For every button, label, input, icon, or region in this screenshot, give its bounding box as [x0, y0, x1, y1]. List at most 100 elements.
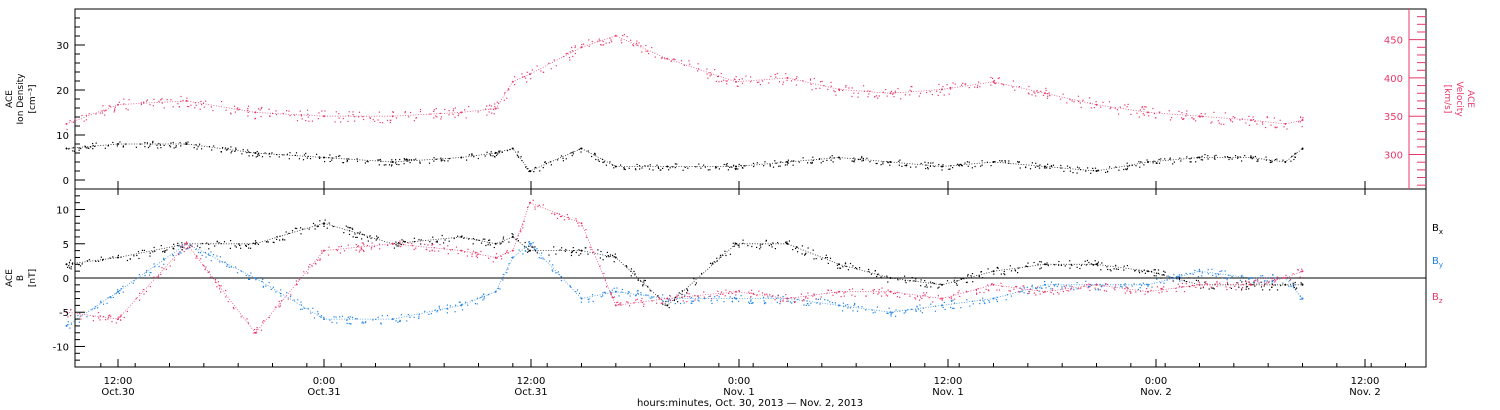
velocity-point — [161, 98, 163, 100]
bx-point — [536, 252, 538, 254]
bx-point — [751, 245, 753, 248]
velocity-point — [389, 121, 391, 124]
velocity-point — [785, 73, 787, 75]
bz-point — [153, 276, 155, 278]
velocity-point — [161, 102, 163, 104]
velocity-point — [853, 92, 855, 94]
velocity-point — [1145, 106, 1147, 108]
ion-density-point — [338, 155, 340, 157]
bx-point — [352, 228, 354, 230]
bx-point — [149, 255, 151, 257]
bz-point — [281, 300, 283, 302]
ion-density-point — [90, 146, 92, 148]
bottom-left-tick-label: 10 — [56, 206, 69, 217]
by-point — [649, 297, 651, 299]
bx-point — [1115, 264, 1117, 266]
by-point — [1139, 283, 1141, 285]
by-point — [691, 300, 693, 302]
bz-point — [220, 285, 222, 287]
by-point — [438, 307, 440, 309]
velocity-point — [909, 89, 911, 91]
by-point — [187, 248, 189, 250]
bx-point — [600, 250, 602, 253]
by-point — [971, 300, 974, 302]
bz-point — [296, 284, 298, 286]
velocity-point — [683, 64, 685, 66]
bz-point — [240, 316, 242, 318]
by-point — [1023, 292, 1025, 294]
bx-point — [316, 226, 318, 228]
velocity-point — [553, 59, 555, 61]
bx-point — [70, 266, 72, 268]
velocity-point — [1261, 121, 1263, 123]
by-point — [662, 294, 664, 296]
velocity-point — [296, 120, 299, 122]
bx-point — [647, 285, 649, 288]
bottom-left-axis-label-2: B — [16, 275, 26, 281]
by-point — [1041, 287, 1043, 289]
ion-density-point — [960, 163, 962, 166]
by-point — [201, 254, 203, 256]
by-point — [533, 248, 535, 250]
ion-density-point — [898, 160, 900, 162]
bx-point — [825, 254, 827, 256]
ion-density-point — [812, 159, 814, 161]
bz-point — [208, 271, 210, 273]
bx-point — [1107, 268, 1109, 271]
ion-density-point — [858, 158, 860, 161]
velocity-point — [1217, 120, 1219, 122]
ion-density-point — [780, 161, 782, 163]
bx-point — [239, 244, 241, 246]
bx-point — [395, 241, 397, 243]
bx-point — [100, 256, 102, 258]
bx-point — [785, 241, 787, 243]
x-tick-time: 12:00 — [934, 376, 963, 387]
bz-point — [893, 293, 895, 295]
bz-point — [918, 299, 921, 301]
by-point — [1055, 283, 1057, 285]
bz-point — [777, 294, 779, 296]
by-point — [77, 314, 79, 317]
bz-point — [115, 322, 117, 324]
bz-point — [290, 294, 292, 296]
ion-density-point — [1087, 167, 1089, 169]
by-point — [483, 296, 485, 298]
bz-point — [79, 312, 81, 314]
by-point — [704, 298, 706, 300]
bx-point — [1080, 264, 1083, 266]
velocity-point — [1049, 95, 1051, 97]
bz-point — [939, 298, 941, 300]
bz-point — [279, 305, 281, 307]
velocity-point — [943, 94, 945, 96]
ion-density-point — [1226, 156, 1229, 158]
velocity-point — [254, 118, 256, 120]
by-point — [106, 302, 108, 304]
bx-datum — [889, 277, 892, 279]
velocity-datum — [941, 88, 943, 91]
by-point — [361, 322, 363, 324]
bz-point — [387, 244, 389, 246]
ion-density-point — [257, 153, 259, 155]
bz-point — [703, 296, 705, 298]
bz-point — [716, 294, 718, 297]
velocity-point — [275, 114, 278, 116]
velocity-point — [782, 83, 784, 85]
bx-point — [355, 236, 357, 238]
bx-point — [1236, 282, 1238, 284]
velocity-point — [514, 76, 516, 78]
top-left-tick-label: 30 — [56, 41, 69, 52]
bz-point — [233, 308, 235, 310]
velocity-point — [1178, 110, 1180, 112]
by-point — [313, 317, 316, 319]
velocity-point — [1143, 108, 1145, 110]
by-point — [1036, 287, 1038, 290]
bz-point — [556, 212, 558, 214]
by-point — [179, 251, 181, 253]
velocity-point — [809, 78, 812, 80]
ion-density-point — [1018, 161, 1020, 163]
velocity-point — [1218, 122, 1220, 124]
bz-point — [1253, 280, 1255, 282]
ion-density-trace — [66, 143, 1303, 172]
velocity-point — [522, 76, 524, 78]
ion-density-point — [501, 151, 503, 153]
